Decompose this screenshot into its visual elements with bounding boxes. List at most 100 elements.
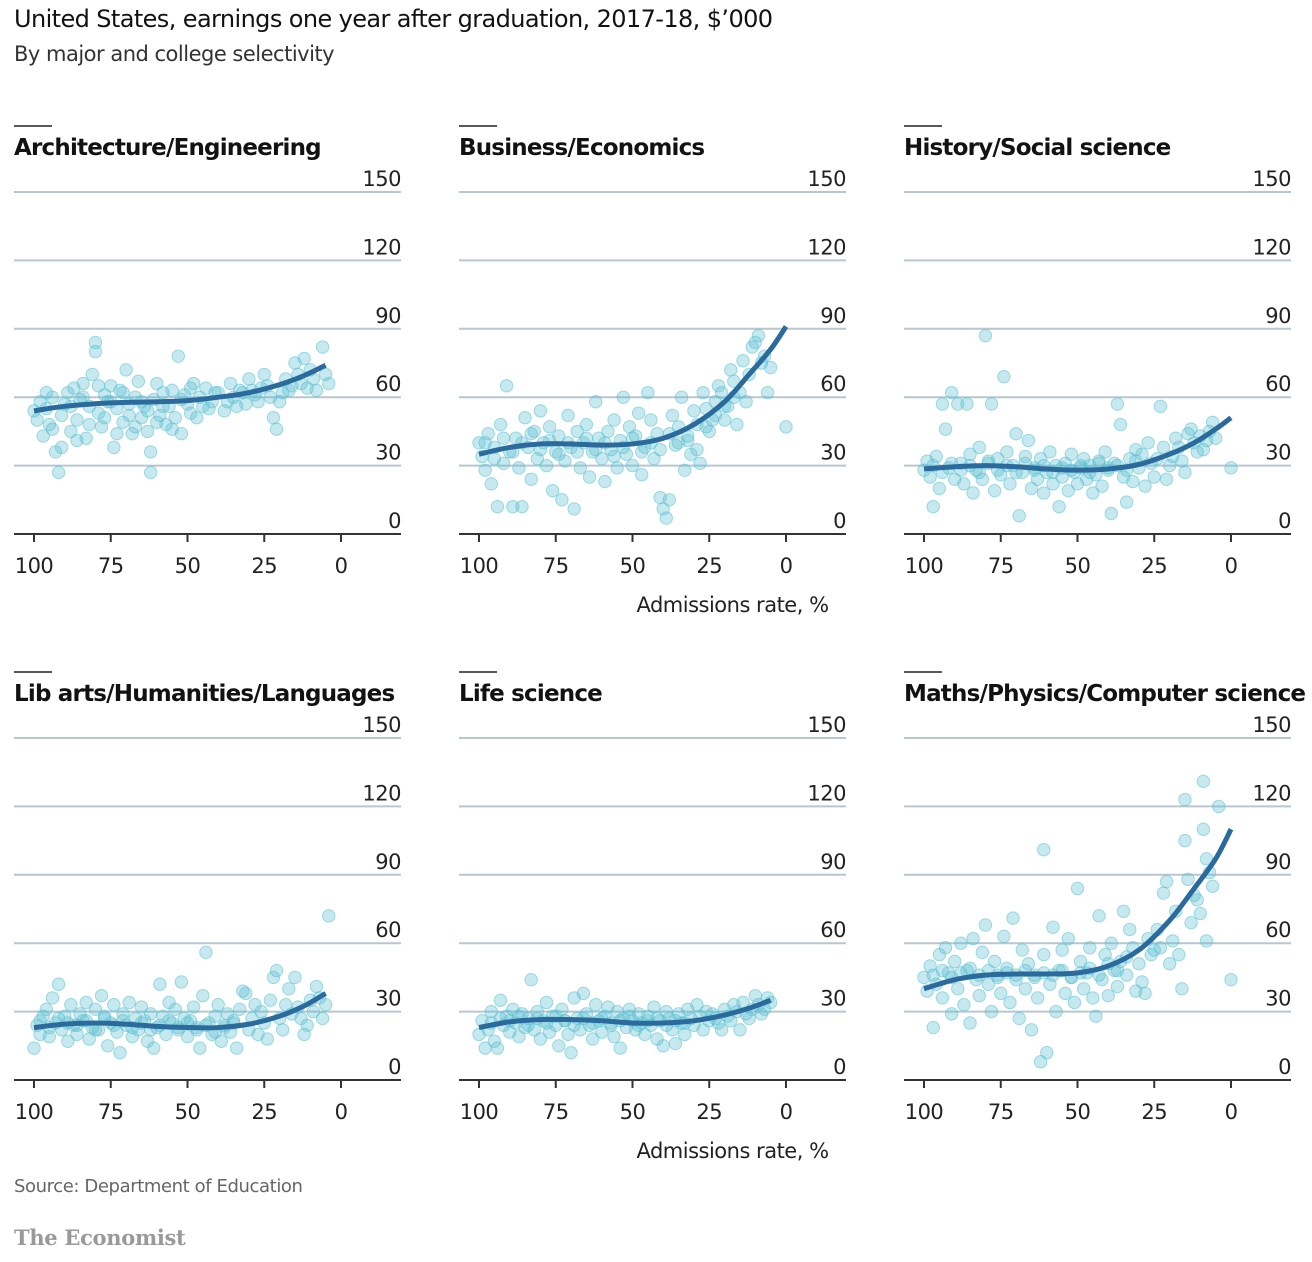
scatter-point	[1156, 440, 1171, 455]
y-tick-label: 90	[375, 304, 401, 328]
scatter-point	[1046, 920, 1060, 934]
scatter-point	[51, 977, 66, 991]
x-axis-label: Admissions rate, %	[636, 1139, 828, 1163]
scatter-point	[193, 1041, 207, 1055]
y-tick-label: 30	[375, 987, 401, 1011]
scatter-point	[944, 1007, 959, 1021]
scatter-point	[923, 470, 937, 484]
scatter-point	[951, 397, 965, 411]
scatter-point	[180, 1029, 195, 1044]
scatter-point	[1021, 433, 1036, 448]
scatter-point	[1052, 499, 1066, 514]
y-tick-label: 0	[1278, 1055, 1291, 1079]
x-tick-label: 100	[460, 1100, 499, 1124]
scatter-point	[150, 415, 164, 429]
y-tick-label: 120	[1252, 235, 1291, 259]
x-tick-label: 75	[543, 554, 569, 578]
scatter-point	[1193, 906, 1208, 921]
scatter-point	[656, 1039, 670, 1053]
scatter-point	[1003, 995, 1017, 1010]
scatter-point	[239, 986, 253, 1001]
scatter-point	[506, 499, 520, 514]
y-tick-label: 150	[807, 713, 846, 737]
scatter-point	[490, 1041, 505, 1055]
scatter-point	[97, 1009, 112, 1023]
scatter-point	[659, 511, 673, 525]
scatter-point	[242, 372, 256, 386]
scatter-point	[951, 982, 965, 996]
scatter-point	[1138, 479, 1152, 493]
scatter-point	[582, 470, 597, 484]
scatter-point	[487, 1034, 502, 1048]
x-tick-label: 75	[988, 1100, 1014, 1124]
scatter-point	[318, 998, 333, 1012]
scatter-point	[45, 422, 60, 436]
scatter-point	[926, 1020, 940, 1035]
scatter-point	[975, 945, 990, 960]
y-tick-label: 30	[375, 441, 401, 465]
scatter-point	[263, 993, 278, 1007]
scatter-point	[70, 1027, 84, 1042]
scatter-point	[211, 998, 225, 1012]
x-tick-label: 75	[988, 554, 1014, 578]
scatter-point	[1086, 991, 1100, 1005]
scatter-point	[269, 422, 284, 436]
scatter-point	[579, 417, 594, 432]
scatter-point	[1116, 904, 1131, 918]
scatter-point	[110, 426, 124, 441]
scatter-point	[552, 1039, 566, 1053]
scatter-point	[1012, 1011, 1026, 1026]
scatter-point	[1104, 936, 1118, 950]
scatter-point	[1178, 465, 1192, 480]
scatter-point	[935, 397, 950, 411]
scatter-point	[484, 477, 498, 491]
y-tick-label: 30	[820, 987, 846, 1011]
scatter-point	[1178, 792, 1192, 807]
chart-panel: History/Social science 0 30 60 90 120 150 100 75…	[904, 125, 1292, 578]
scatter-point	[1061, 931, 1075, 946]
scatter-point	[140, 424, 155, 439]
scatter-point	[763, 360, 778, 375]
scatter-point	[54, 440, 69, 455]
scatter-point	[714, 1023, 729, 1037]
scatter-point	[638, 1027, 652, 1042]
scatter-point	[1175, 982, 1189, 996]
y-tick-label: 120	[807, 781, 846, 805]
chart-panel: Architecture/Engineering 0 30 60 90 120 150 100…	[14, 125, 402, 578]
scatter-point	[45, 991, 60, 1005]
scatter-point	[208, 1009, 222, 1023]
scatter-point	[984, 397, 999, 411]
scatter-point	[487, 452, 502, 466]
scatter-point	[957, 477, 971, 491]
scatter-point	[1030, 991, 1045, 1005]
panel-title: Lib arts/Humanities/Languages	[14, 681, 394, 707]
scatter-point	[85, 367, 100, 382]
scatter-point	[1037, 843, 1051, 857]
scatter-point	[315, 340, 330, 354]
scatter-point	[1199, 852, 1214, 866]
x-tick-label: 25	[696, 1100, 722, 1124]
scatter-point	[1037, 947, 1051, 962]
y-tick-label: 150	[362, 713, 401, 737]
scatter-point	[119, 363, 133, 377]
scatter-point	[739, 395, 753, 409]
scatter-point	[981, 977, 996, 991]
scatter-point	[948, 954, 962, 969]
x-tick-label: 100	[460, 554, 499, 578]
y-tick-label: 150	[1252, 713, 1291, 737]
y-tick-label: 150	[362, 167, 401, 191]
scatter-point	[1138, 986, 1152, 1001]
scatter-point	[36, 429, 50, 443]
y-tick-label: 30	[820, 441, 846, 465]
scatter-point	[751, 328, 766, 343]
scatter-point	[322, 376, 336, 391]
scatter-point	[1089, 1009, 1103, 1023]
scatter-point	[1073, 954, 1088, 969]
x-tick-label: 75	[98, 1100, 124, 1124]
y-tick-label: 120	[362, 781, 401, 805]
scatter-point	[533, 404, 548, 418]
scatter-point	[27, 1041, 41, 1055]
scatter-point	[1224, 972, 1238, 987]
trend-line	[33, 991, 327, 1031]
scatter-point	[76, 376, 90, 391]
